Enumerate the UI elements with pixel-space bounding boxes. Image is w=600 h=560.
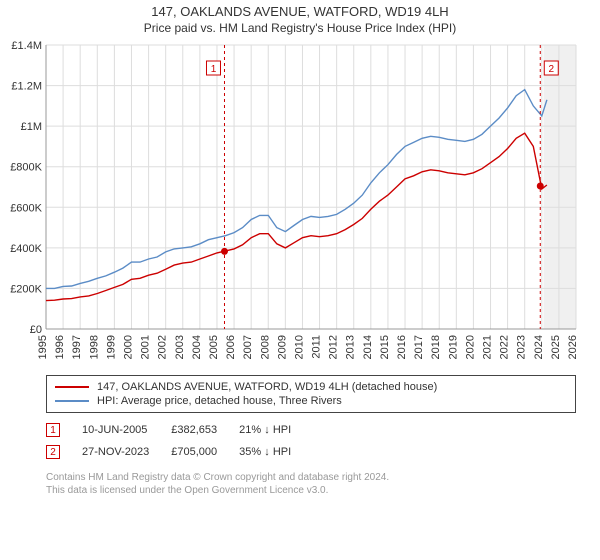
- chart-plot: £0 £200K £400K £600K £800K £1M £1.2M £1.4M 1995 1…: [0, 39, 600, 369]
- svg-text:1995: 1995: [37, 335, 49, 359]
- svg-text:2012: 2012: [328, 335, 340, 359]
- svg-text:2007: 2007: [242, 335, 254, 359]
- svg-text:2016: 2016: [396, 335, 408, 359]
- svg-text:2: 2: [548, 64, 554, 75]
- transactions-table: 1 10-JUN-2005 £382,653 21% ↓ HPI 2 27-NO…: [46, 419, 313, 463]
- svg-text:2009: 2009: [276, 335, 288, 359]
- svg-text:2003: 2003: [174, 335, 186, 359]
- svg-text:£1.4M: £1.4M: [11, 40, 42, 52]
- svg-text:1999: 1999: [105, 335, 117, 359]
- tx-diff: 21% ↓ HPI: [239, 419, 313, 441]
- footer-line: This data is licensed under the Open Gov…: [46, 484, 576, 497]
- legend-label: 147, OAKLANDS AVENUE, WATFORD, WD19 4LH …: [97, 381, 437, 393]
- svg-text:£1.2M: £1.2M: [11, 81, 42, 93]
- legend-row: 147, OAKLANDS AVENUE, WATFORD, WD19 4LH …: [55, 380, 567, 394]
- svg-text:£600K: £600K: [10, 202, 42, 214]
- tx-price: £382,653: [171, 419, 239, 441]
- svg-text:2002: 2002: [157, 335, 169, 359]
- arrow-down-icon: ↓: [264, 424, 270, 436]
- svg-text:2024: 2024: [533, 335, 545, 359]
- svg-text:2023: 2023: [516, 335, 528, 359]
- svg-text:2013: 2013: [345, 335, 357, 359]
- legend-swatch: [55, 400, 89, 402]
- svg-text:£1M: £1M: [21, 121, 42, 133]
- footer-attribution: Contains HM Land Registry data © Crown c…: [46, 471, 576, 497]
- footer-line: Contains HM Land Registry data © Crown c…: [46, 471, 576, 484]
- svg-text:2020: 2020: [464, 335, 476, 359]
- svg-text:2011: 2011: [311, 335, 323, 359]
- svg-text:£400K: £400K: [10, 243, 42, 255]
- svg-text:1996: 1996: [54, 335, 66, 359]
- svg-text:2008: 2008: [259, 335, 271, 359]
- svg-text:1: 1: [211, 64, 217, 75]
- legend-swatch: [55, 386, 89, 388]
- svg-text:£800K: £800K: [10, 162, 42, 174]
- svg-text:2000: 2000: [122, 335, 134, 359]
- chart-container: { "title": "147, OAKLANDS AVENUE, WATFOR…: [0, 0, 600, 560]
- table-row: 2 27-NOV-2023 £705,000 35% ↓ HPI: [46, 441, 313, 463]
- svg-text:2005: 2005: [208, 335, 220, 359]
- table-row: 1 10-JUN-2005 £382,653 21% ↓ HPI: [46, 419, 313, 441]
- transaction-marker: 2: [46, 445, 60, 459]
- svg-text:£0: £0: [30, 324, 42, 336]
- svg-text:2017: 2017: [413, 335, 425, 359]
- svg-text:2025: 2025: [550, 335, 562, 359]
- tx-date: 27-NOV-2023: [82, 441, 171, 463]
- svg-text:2015: 2015: [379, 335, 391, 359]
- legend-label: HPI: Average price, detached house, Thre…: [97, 395, 342, 407]
- svg-text:2026: 2026: [567, 335, 579, 359]
- legend: 147, OAKLANDS AVENUE, WATFORD, WD19 4LH …: [46, 375, 576, 413]
- svg-text:2014: 2014: [362, 335, 374, 359]
- svg-text:2019: 2019: [447, 335, 459, 359]
- svg-text:2006: 2006: [225, 335, 237, 359]
- svg-text:1997: 1997: [71, 335, 83, 359]
- tx-price: £705,000: [171, 441, 239, 463]
- chart-svg: £0 £200K £400K £600K £800K £1M £1.2M £1.4M 1995 1…: [0, 39, 600, 369]
- svg-text:2018: 2018: [430, 335, 442, 359]
- arrow-down-icon: ↓: [264, 446, 270, 458]
- tx-diff: 35% ↓ HPI: [239, 441, 313, 463]
- svg-text:1998: 1998: [88, 335, 100, 359]
- tx-date: 10-JUN-2005: [82, 419, 171, 441]
- svg-text:2001: 2001: [140, 335, 152, 359]
- svg-text:2010: 2010: [293, 335, 305, 359]
- svg-text:2021: 2021: [482, 335, 494, 359]
- legend-row: HPI: Average price, detached house, Thre…: [55, 394, 567, 408]
- svg-text:£200K: £200K: [10, 283, 42, 295]
- svg-text:2004: 2004: [191, 335, 203, 359]
- svg-text:2022: 2022: [499, 335, 511, 359]
- transaction-marker: 1: [46, 423, 60, 437]
- chart-subtitle: Price paid vs. HM Land Registry's House …: [0, 19, 600, 39]
- chart-title: 147, OAKLANDS AVENUE, WATFORD, WD19 4LH: [0, 0, 600, 19]
